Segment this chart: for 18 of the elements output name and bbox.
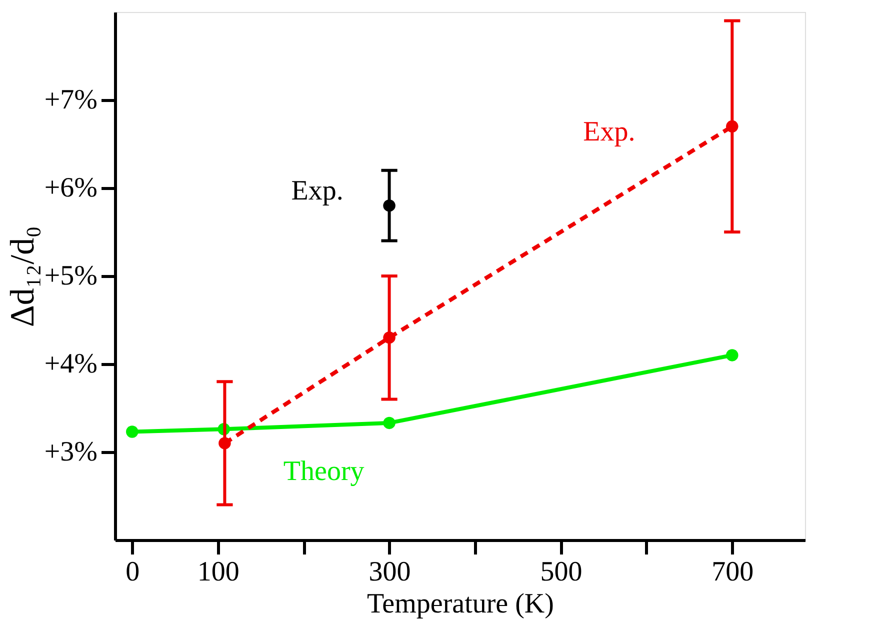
x-tick-label: 300 — [368, 556, 411, 588]
y-tick-label: +5% — [44, 260, 98, 292]
x-tick-label: 500 — [540, 556, 582, 588]
y-tick-label: +4% — [44, 348, 98, 380]
series-label: Exp. — [583, 116, 636, 148]
y-axis-title: Δd₁₂/d₀ — [4, 226, 42, 327]
series-label: Theory — [283, 456, 364, 488]
point — [726, 349, 738, 362]
series-label: Exp. — [291, 176, 344, 207]
x-tick-label: 100 — [197, 556, 240, 588]
x-tick-label: 0 — [126, 556, 140, 588]
x-axis-title: Temperature (K) — [367, 588, 554, 620]
point — [126, 426, 138, 438]
y-tick-label: +6% — [44, 172, 98, 204]
point — [383, 416, 396, 430]
y-tick-label: +3% — [44, 436, 98, 468]
x-tick-label: 700 — [712, 556, 754, 588]
y-tick-label: +7% — [44, 84, 98, 116]
